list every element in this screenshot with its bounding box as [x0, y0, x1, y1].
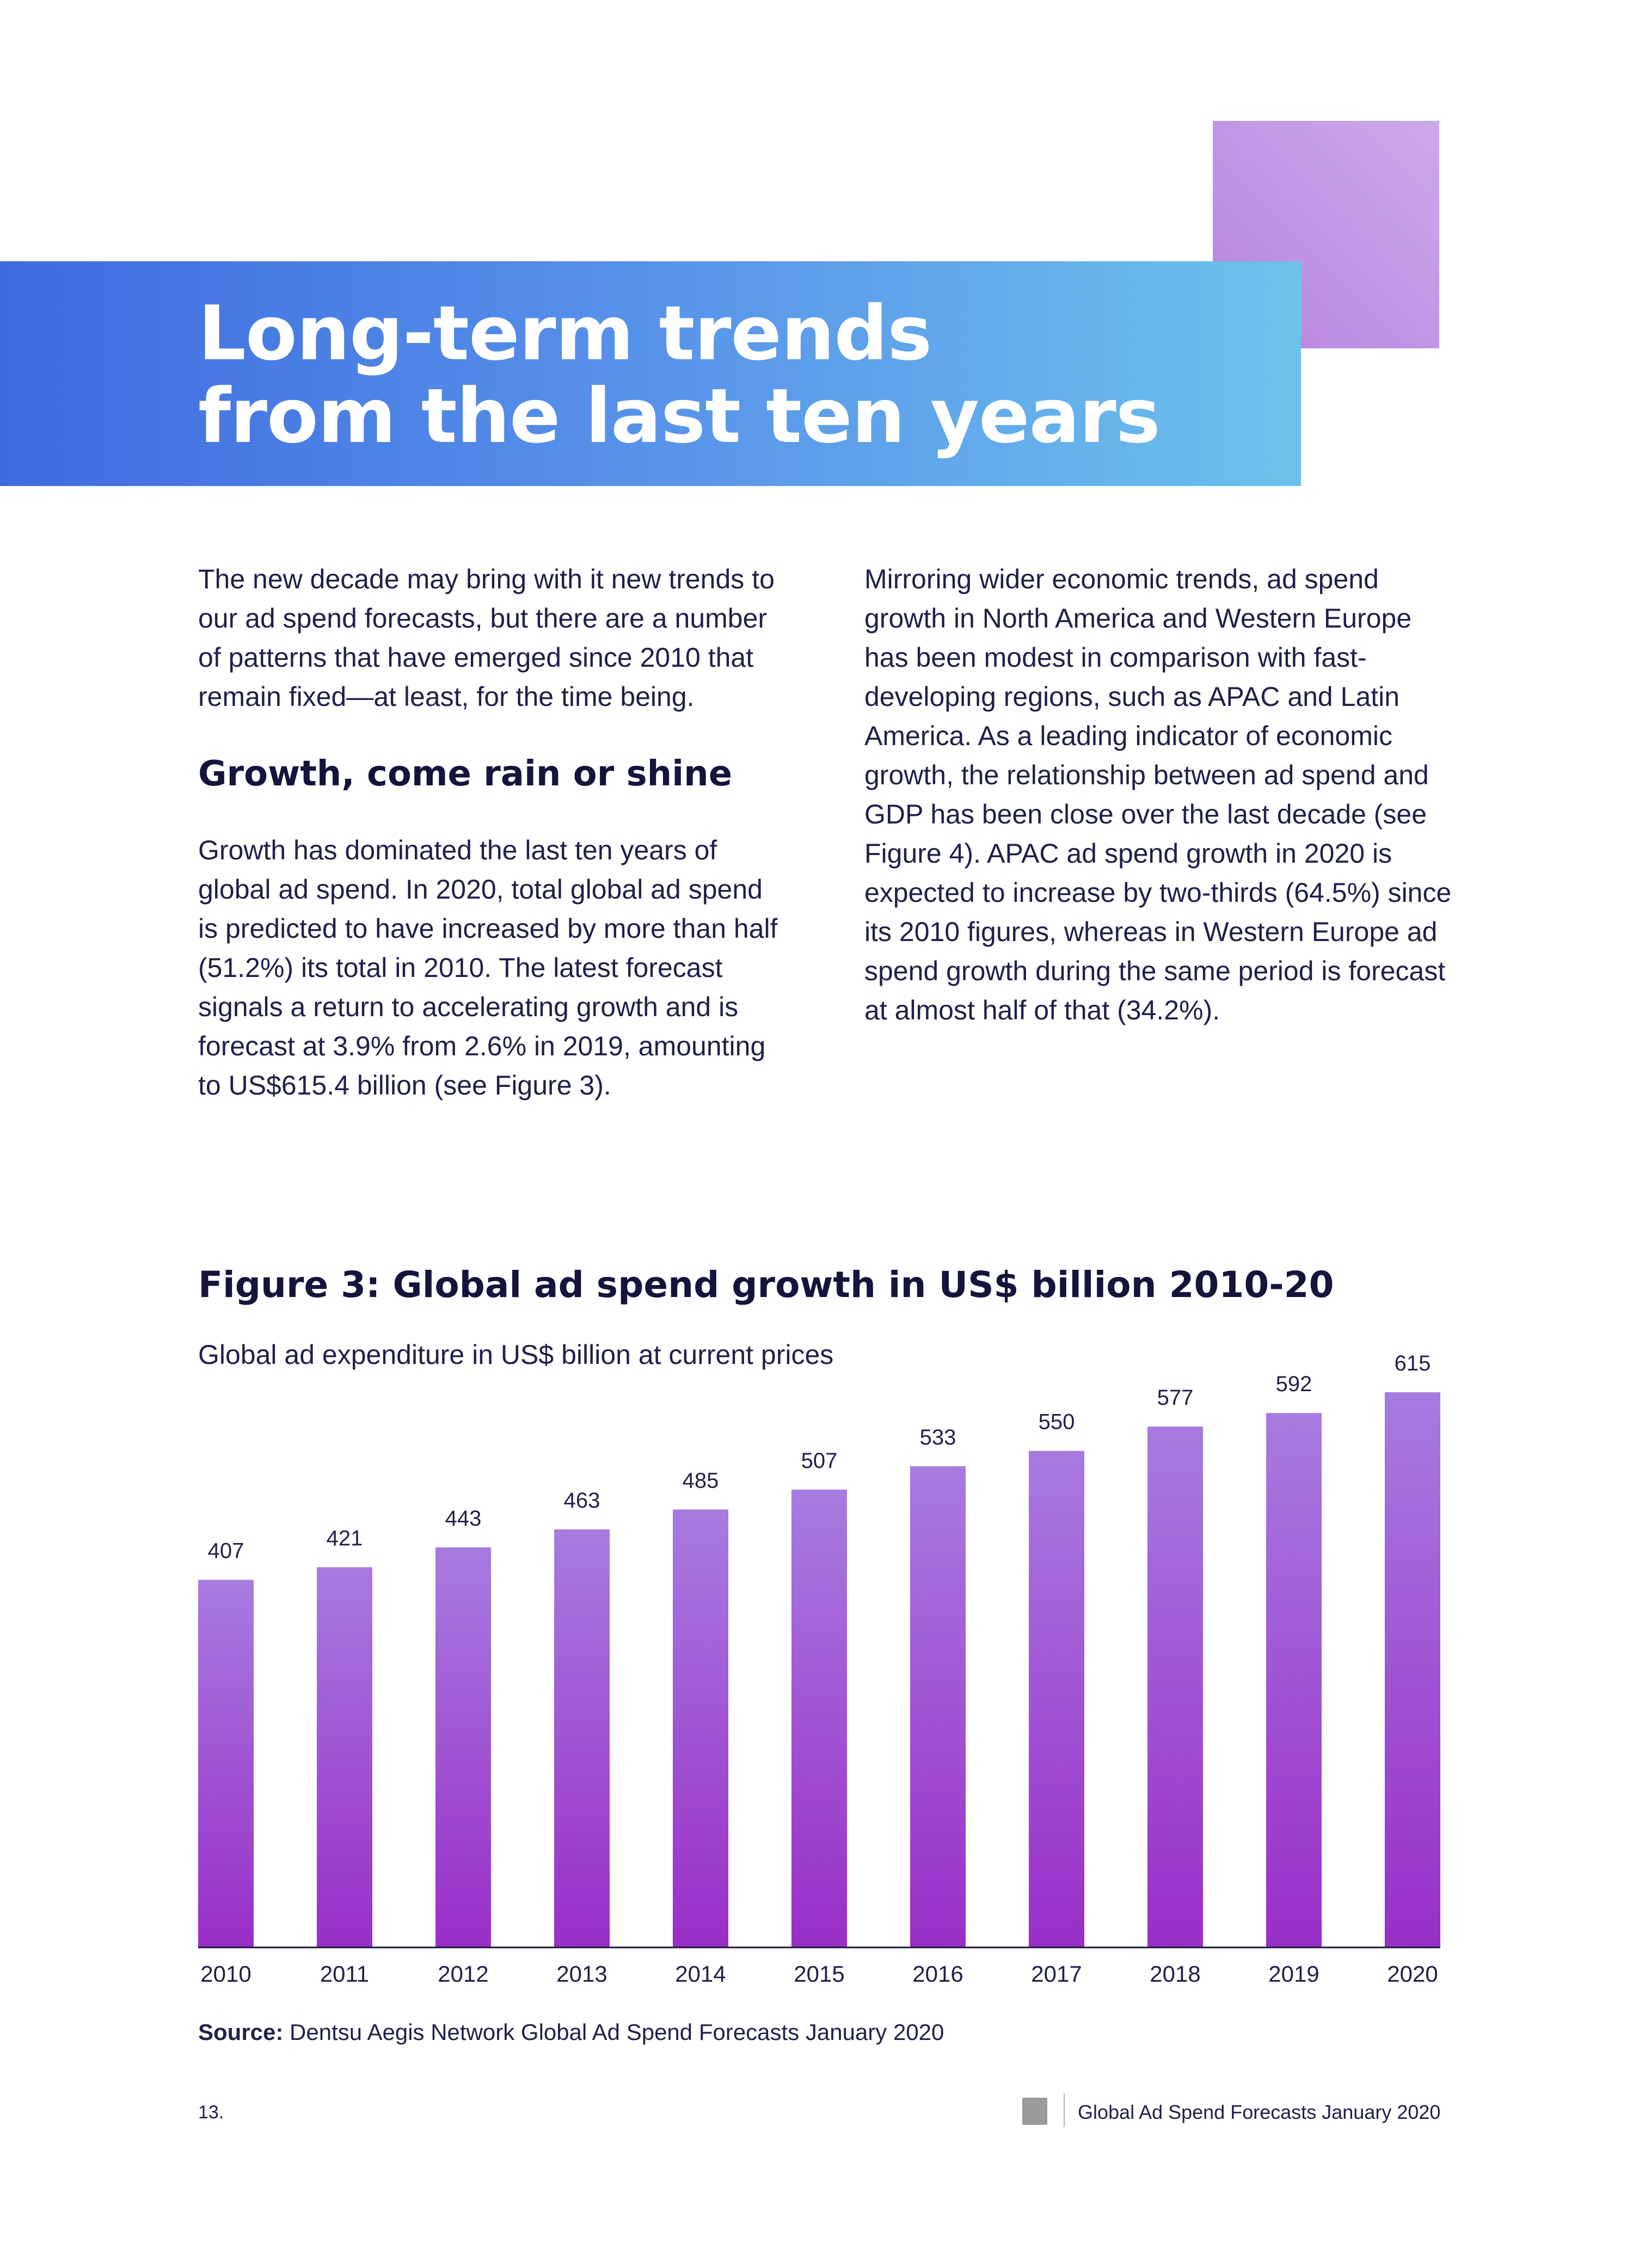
figure-title: Figure 3: Global ad spend growth in US$ …	[198, 1264, 1334, 1306]
source-text: Dentsu Aegis Network Global Ad Spend For…	[290, 2019, 944, 2045]
bar-2017	[1029, 1450, 1084, 1947]
category-label-2015: 2015	[794, 1961, 844, 1987]
figure-subtitle: Global ad expenditure in US$ billion at …	[198, 1339, 834, 1370]
category-label-2011: 2011	[320, 1961, 369, 1987]
bar-2014	[673, 1509, 728, 1947]
section-subheading: Growth, come rain or shine	[198, 754, 733, 794]
left-column: The new decade may bring with it new tre…	[198, 560, 786, 1105]
category-label-2016: 2016	[912, 1961, 963, 1987]
page-title-line-2: from the last ten years	[198, 372, 1161, 460]
bar-2020	[1385, 1392, 1440, 1947]
right-column: Mirroring wider economic trends, ad spen…	[864, 560, 1458, 1030]
footer-divider	[1064, 2093, 1065, 2127]
category-label-2010: 2010	[200, 1961, 251, 1987]
growth-paragraph: Growth has dominated the last ten years …	[198, 835, 778, 1101]
category-label-2019: 2019	[1268, 1961, 1319, 1987]
bar-2016	[910, 1466, 966, 1947]
source-label: Source:	[198, 2019, 284, 2045]
regional-paragraph: Mirroring wider economic trends, ad spen…	[864, 564, 1452, 1025]
page-title-line-1: Long-term trends	[198, 290, 932, 377]
footer-document-title: Global Ad Spend Forecasts January 2020	[1078, 2101, 1441, 2123]
bar-2019	[1266, 1413, 1322, 1947]
category-label-2018: 2018	[1150, 1961, 1200, 1987]
value-label-2014: 485	[683, 1468, 719, 1492]
intro-paragraph: The new decade may bring with it new tre…	[198, 564, 775, 712]
category-label-2014: 2014	[675, 1961, 726, 1987]
bar-2015	[791, 1489, 847, 1947]
value-label-2015: 507	[801, 1449, 838, 1473]
category-label-2020: 2020	[1387, 1961, 1438, 1987]
bar-2011	[317, 1567, 372, 1947]
page-number: 13.	[198, 2102, 224, 2123]
title-banner: Long-term trends from the last ten years	[0, 261, 1301, 486]
bar-2013	[554, 1529, 610, 1947]
bar-2012	[435, 1547, 491, 1947]
category-label-2012: 2012	[438, 1961, 488, 1987]
value-label-2011: 421	[327, 1526, 363, 1550]
value-label-2010: 407	[208, 1539, 244, 1563]
category-label-2017: 2017	[1031, 1961, 1082, 1987]
value-label-2013: 463	[564, 1489, 600, 1513]
value-label-2016: 533	[920, 1425, 956, 1449]
bar-2010	[198, 1579, 254, 1947]
category-label-2013: 2013	[556, 1961, 607, 1987]
value-label-2012: 443	[445, 1507, 482, 1531]
value-label-2018: 577	[1157, 1386, 1194, 1410]
bar-2018	[1147, 1427, 1203, 1947]
dentsu-logo-icon	[1022, 2098, 1047, 2125]
value-label-2019: 592	[1276, 1372, 1312, 1396]
source-note: Source: Dentsu Aegis Network Global Ad S…	[198, 2019, 944, 2045]
value-label-2020: 615	[1395, 1351, 1431, 1375]
value-label-2017: 550	[1039, 1410, 1075, 1434]
